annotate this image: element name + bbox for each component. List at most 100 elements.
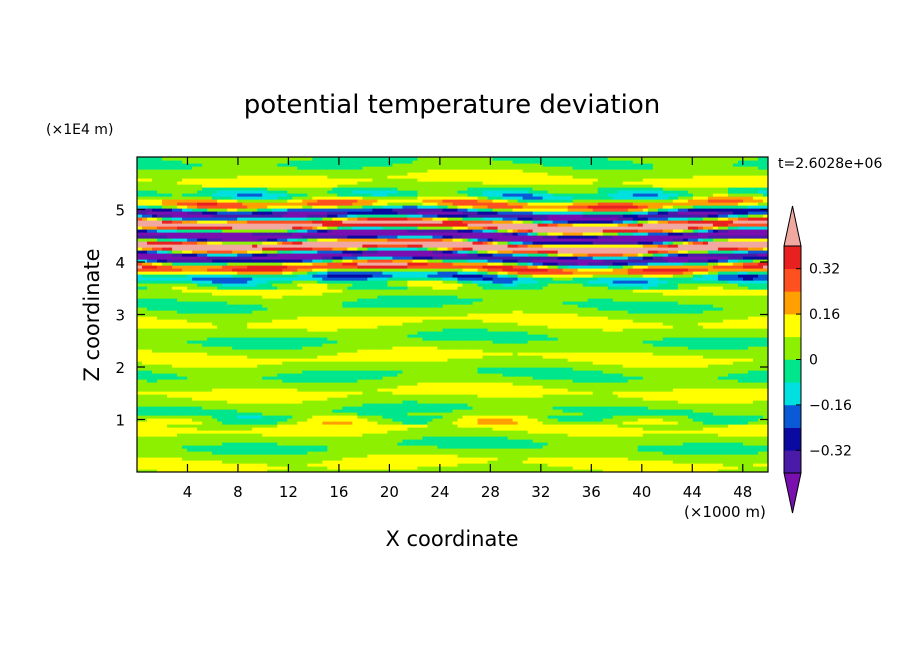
contour-cell — [457, 400, 464, 404]
contour-cell — [612, 439, 619, 443]
contour-cell — [137, 403, 143, 407]
contour-cell — [187, 400, 193, 404]
contour-cell — [242, 415, 248, 419]
contour-cell — [532, 412, 539, 416]
contour-cell — [332, 460, 338, 464]
contour-cell — [417, 469, 424, 472]
contour-cell — [207, 403, 213, 407]
contour-cell — [692, 421, 699, 425]
contour-cell — [217, 418, 223, 422]
contour-cell — [362, 460, 368, 464]
contour-cell — [702, 394, 709, 398]
contour-cell — [567, 460, 574, 464]
contour-cell — [452, 421, 459, 425]
contour-cell — [242, 466, 248, 470]
contour-cell — [167, 418, 173, 422]
contour-cell — [387, 397, 394, 401]
contour-cell — [597, 466, 604, 470]
contour-cell — [227, 400, 233, 404]
contour-cell — [142, 409, 148, 413]
contour-cell — [497, 430, 504, 434]
contour-cell — [352, 469, 358, 472]
contour-cell — [187, 433, 193, 437]
contour-cell — [607, 445, 614, 449]
contour-cell — [162, 457, 168, 461]
contour-cell — [377, 424, 383, 428]
contour-cell — [177, 421, 183, 425]
contour-cell — [762, 466, 768, 470]
contour-cell — [417, 412, 424, 416]
contour-cell — [537, 397, 544, 401]
contour-cell — [547, 391, 554, 395]
contour-cell — [507, 427, 514, 431]
contour-cell — [252, 436, 258, 440]
contour-cell — [172, 445, 178, 449]
contour-cell — [732, 394, 739, 398]
contour-cell — [307, 406, 313, 410]
contour-cell — [152, 400, 158, 404]
contour-cell — [397, 391, 404, 395]
contour-cell — [652, 451, 659, 455]
contour-cell — [382, 451, 388, 455]
contour-cell — [427, 463, 434, 467]
contour-cell — [587, 460, 594, 464]
contour-cell — [237, 436, 243, 440]
contour-cell — [687, 391, 694, 395]
contour-cell — [177, 391, 183, 395]
contour-cell — [397, 412, 404, 416]
contour-cell — [167, 469, 173, 472]
contour-cell — [552, 406, 559, 410]
contour-cell — [387, 433, 394, 437]
contour-cell — [557, 397, 564, 401]
contour-cell — [562, 436, 569, 440]
contour-cell — [162, 436, 168, 440]
contour-cell — [537, 415, 544, 419]
contour-cell — [297, 451, 303, 455]
contour-cell — [347, 418, 353, 422]
contour-cell — [237, 442, 243, 446]
contour-cell — [722, 394, 729, 398]
contour-cell — [642, 394, 649, 398]
contour-cell — [657, 439, 664, 443]
contour-cell — [302, 469, 308, 472]
contour-cell — [632, 421, 639, 425]
contour-cell — [247, 394, 253, 398]
contour-cell — [187, 430, 193, 434]
contour-cell — [752, 460, 759, 464]
contour-cell — [477, 406, 484, 410]
contour-cell — [352, 454, 358, 458]
contour-cell — [387, 403, 394, 407]
contour-cell — [137, 421, 143, 425]
contour-cell — [312, 442, 318, 446]
contour-cell — [697, 463, 704, 467]
contour-cell — [627, 454, 634, 458]
contour-cell — [147, 469, 153, 472]
contour-cell — [702, 442, 709, 446]
contour-cell — [297, 454, 303, 458]
contour-cell — [467, 466, 474, 470]
contour-cell — [372, 433, 378, 437]
contour-cell — [622, 463, 629, 467]
contour-cell — [462, 457, 469, 461]
contour-cell — [492, 397, 499, 401]
contour-cell — [572, 457, 579, 461]
contour-cell — [257, 400, 263, 404]
contour-cell — [422, 451, 429, 455]
contour-cell — [382, 400, 388, 404]
contour-cell — [562, 433, 569, 437]
contour-cell — [587, 406, 594, 410]
contour-cell — [707, 415, 714, 419]
contour-cell — [402, 445, 409, 449]
contour-cell — [467, 460, 474, 464]
contour-cell — [622, 409, 629, 413]
contour-cell — [637, 433, 644, 437]
contour-cell — [352, 445, 358, 449]
contour-cell — [147, 442, 153, 446]
contour-cell — [182, 460, 188, 464]
contour-cell — [162, 403, 168, 407]
contour-cell — [512, 418, 519, 422]
contour-cell — [657, 406, 664, 410]
contour-cell — [277, 466, 283, 470]
contour-cell — [142, 436, 148, 440]
contour-cell — [722, 466, 729, 470]
